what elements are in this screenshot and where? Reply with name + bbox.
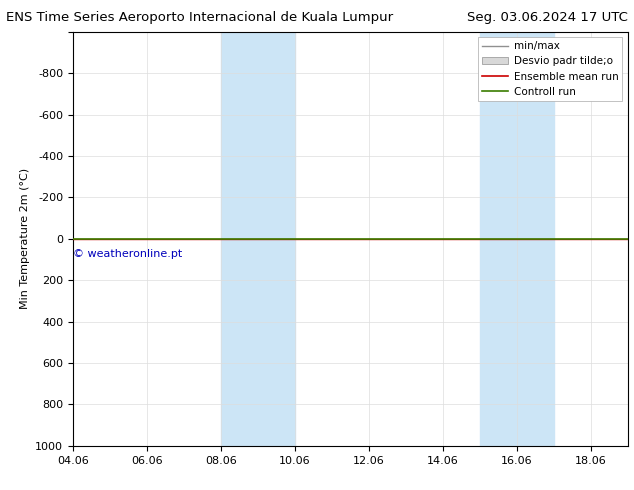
Legend: min/max, Desvio padr tilde;o, Ensemble mean run, Controll run: min/max, Desvio padr tilde;o, Ensemble m… bbox=[478, 37, 623, 101]
Text: Seg. 03.06.2024 17 UTC: Seg. 03.06.2024 17 UTC bbox=[467, 11, 628, 24]
Y-axis label: Min Temperature 2m (°C): Min Temperature 2m (°C) bbox=[20, 168, 30, 310]
Text: © weatheronline.pt: © weatheronline.pt bbox=[73, 249, 183, 259]
Text: ENS Time Series Aeroporto Internacional de Kuala Lumpur: ENS Time Series Aeroporto Internacional … bbox=[6, 11, 394, 24]
Bar bbox=[480, 32, 553, 446]
Bar bbox=[221, 32, 295, 446]
